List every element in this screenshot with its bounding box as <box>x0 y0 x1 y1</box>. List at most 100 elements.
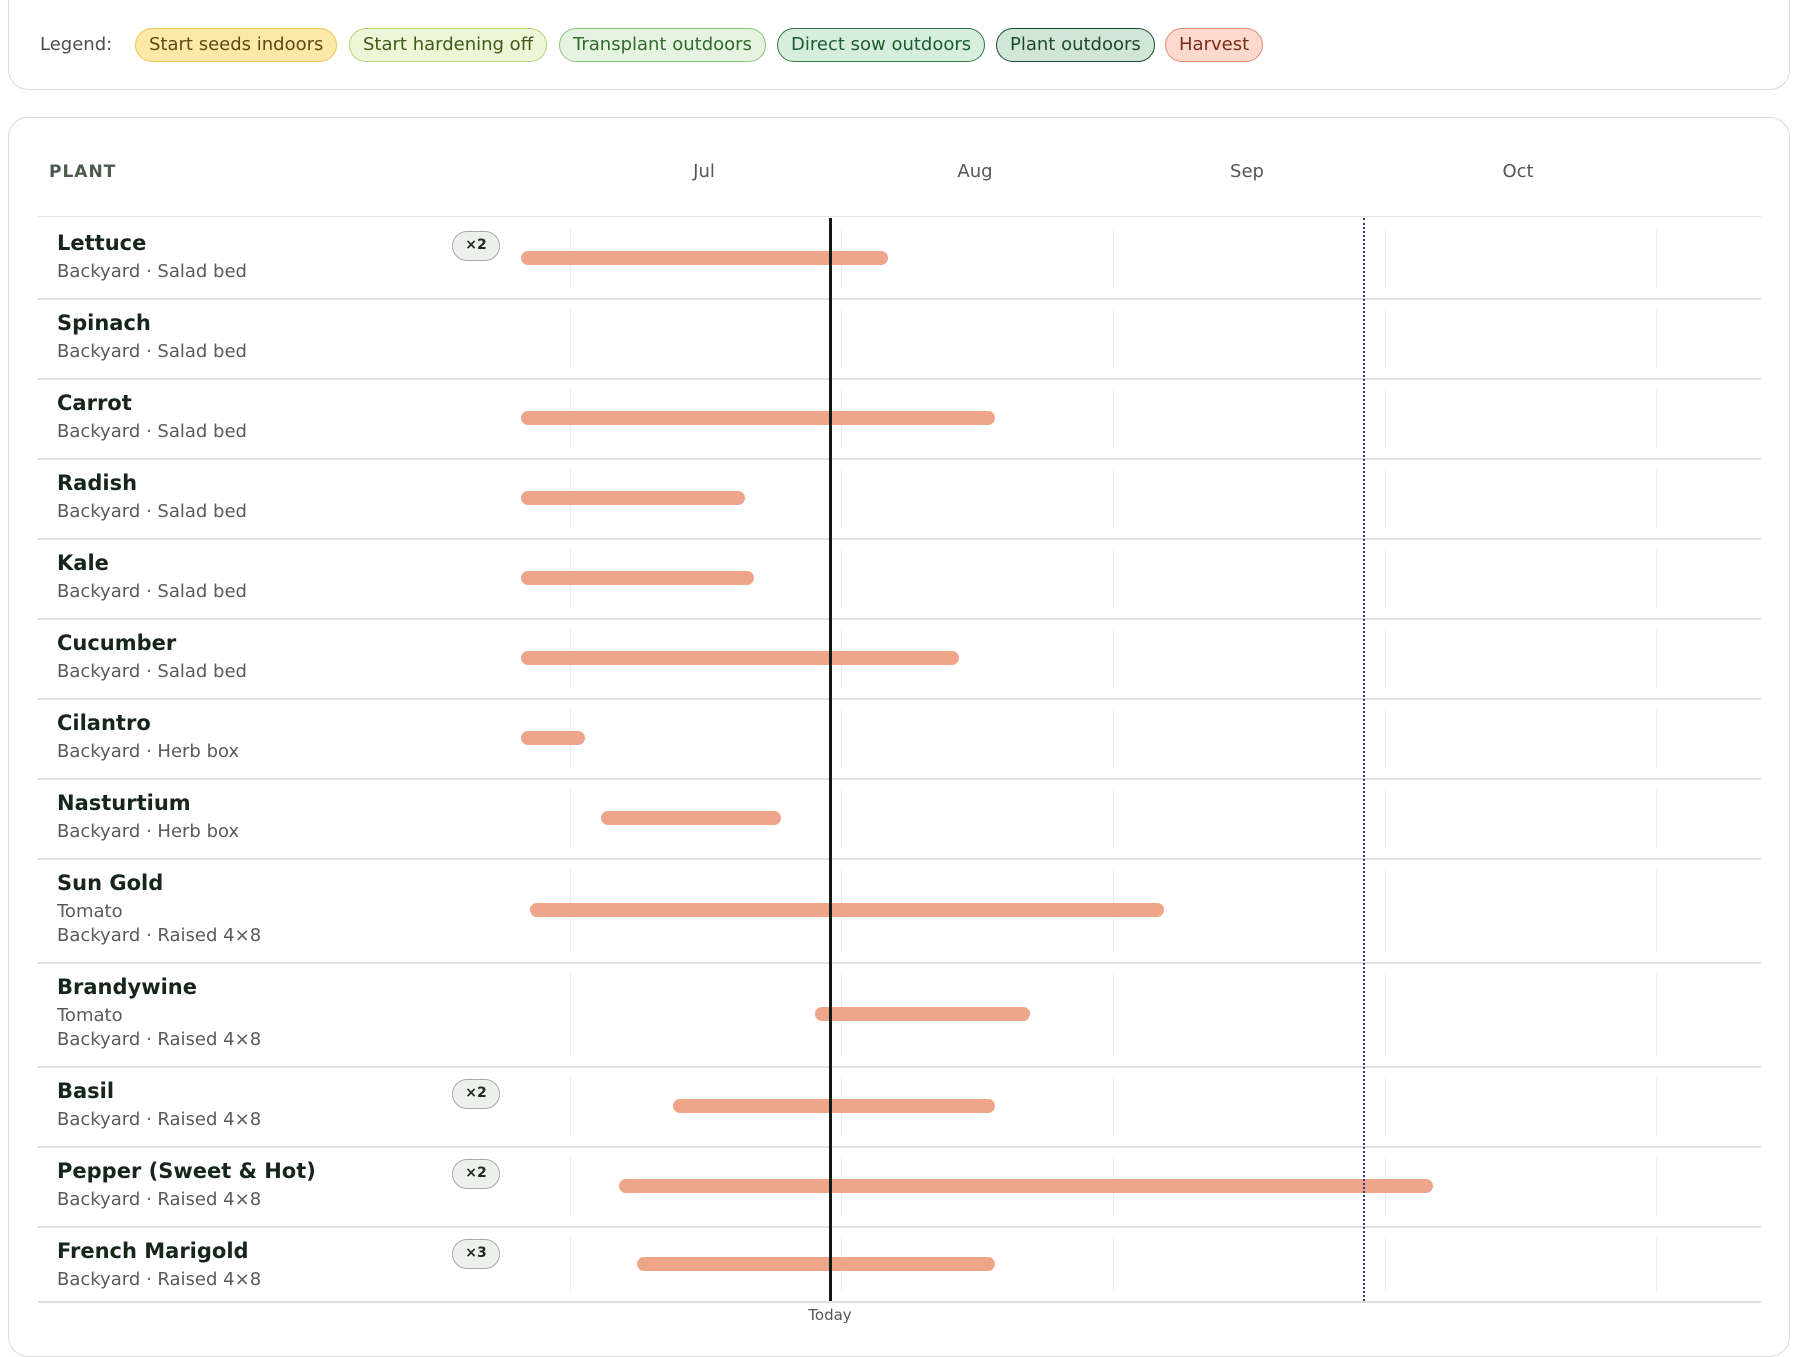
plant-location: Backyard · Herb box <box>57 821 240 842</box>
month-gridline <box>1385 708 1386 768</box>
plant-location: Backyard · Salad bed <box>57 421 247 442</box>
timeline-bottom-divider <box>38 1301 1761 1303</box>
month-gridline <box>1113 228 1114 288</box>
month-gridline <box>1385 788 1386 848</box>
today-line <box>829 218 832 1301</box>
today-label: Today <box>808 1306 852 1324</box>
legend-panel: Legend: Start seeds indoors Start harden… <box>8 0 1790 90</box>
harvest-bar[interactable] <box>521 411 995 425</box>
quantity-badge: ×2 <box>452 1079 500 1109</box>
legend-label: Legend: <box>40 34 113 55</box>
plant-location: Backyard · Raised 4×8 <box>57 1109 262 1130</box>
plant-location: Backyard · Salad bed <box>57 341 247 362</box>
plant-variety: Tomato <box>57 901 123 922</box>
month-gridline <box>1656 1156 1657 1216</box>
row-divider <box>38 378 1761 380</box>
month-gridline <box>1656 308 1657 368</box>
legend-chip-transplant-outdoors[interactable]: Transplant outdoors <box>559 28 766 62</box>
month-gridline <box>1656 1236 1657 1291</box>
harvest-bar[interactable] <box>815 1007 1030 1021</box>
month-gridline <box>1385 868 1386 952</box>
harvest-bar[interactable] <box>521 571 754 585</box>
month-gridline <box>1656 972 1657 1056</box>
month-gridline <box>1113 972 1114 1056</box>
month-gridline <box>1113 548 1114 608</box>
harvest-bar[interactable] <box>637 1257 995 1271</box>
month-gridline <box>1113 628 1114 688</box>
row-divider <box>38 1066 1761 1068</box>
plant-name: Basil <box>57 1079 115 1103</box>
month-label-jul: Jul <box>693 161 715 182</box>
legend-chip-direct-sow-outdoors[interactable]: Direct sow outdoors <box>777 28 986 62</box>
month-gridline <box>1656 468 1657 528</box>
month-gridline <box>1385 1076 1386 1136</box>
month-label-oct: Oct <box>1502 161 1534 182</box>
row-divider <box>38 298 1761 300</box>
quantity-badge: ×2 <box>452 231 500 261</box>
month-gridline <box>1113 1076 1114 1136</box>
month-gridline <box>1113 708 1114 768</box>
plant-location: Backyard · Salad bed <box>57 501 247 522</box>
legend-chip-start-hardening-off[interactable]: Start hardening off <box>349 28 548 62</box>
month-gridline <box>1385 388 1386 448</box>
harvest-bar[interactable] <box>601 811 781 825</box>
row-divider <box>38 962 1761 964</box>
plant-name: Radish <box>57 471 138 495</box>
plant-location: Backyard · Raised 4×8 <box>57 1269 262 1290</box>
row-divider <box>38 698 1761 700</box>
harvest-bar[interactable] <box>521 731 585 745</box>
plant-location: Backyard · Raised 4×8 <box>57 1189 262 1210</box>
plant-location: Backyard · Herb box <box>57 741 240 762</box>
legend-chip-start-seeds-indoors[interactable]: Start seeds indoors <box>135 28 338 62</box>
plant-name: Cilantro <box>57 711 151 735</box>
month-gridline <box>1385 972 1386 1056</box>
month-gridline <box>841 708 842 768</box>
plant-name: Cucumber <box>57 631 177 655</box>
plant-name: Pepper (Sweet & Hot) <box>57 1159 316 1183</box>
plant-name: Nasturtium <box>57 791 191 815</box>
row-divider <box>38 858 1761 860</box>
harvest-bar[interactable] <box>619 1179 1433 1193</box>
plant-location: Backyard · Salad bed <box>57 261 247 282</box>
plant-column-header: PLANT <box>49 162 117 182</box>
month-gridline <box>570 788 571 848</box>
month-gridline <box>841 788 842 848</box>
plant-name: Kale <box>57 551 109 575</box>
month-gridline <box>1385 228 1386 288</box>
month-gridline <box>841 548 842 608</box>
month-gridline <box>1656 388 1657 448</box>
quantity-badge: ×3 <box>452 1239 500 1269</box>
row-divider <box>38 618 1761 620</box>
month-gridline <box>1656 548 1657 608</box>
row-divider <box>38 538 1761 540</box>
harvest-bar[interactable] <box>530 903 1164 917</box>
month-label-aug: Aug <box>957 161 993 182</box>
month-gridline <box>1385 308 1386 368</box>
harvest-bar[interactable] <box>673 1099 995 1113</box>
legend-chip-harvest[interactable]: Harvest <box>1165 28 1264 62</box>
plant-location: Backyard · Raised 4×8 <box>57 1029 262 1050</box>
month-gridline <box>570 1236 571 1291</box>
row-divider <box>38 458 1761 460</box>
plant-name: Sun Gold <box>57 871 164 895</box>
month-gridline <box>1656 628 1657 688</box>
plant-location: Backyard · Salad bed <box>57 581 247 602</box>
month-gridline <box>570 1156 571 1216</box>
harvest-bar[interactable] <box>521 491 745 505</box>
month-gridline <box>1385 1236 1386 1291</box>
plant-name: Lettuce <box>57 231 147 255</box>
header-divider <box>38 216 1761 217</box>
month-gridline <box>1385 548 1386 608</box>
month-gridline <box>1656 228 1657 288</box>
row-divider <box>38 778 1761 780</box>
month-gridline <box>1113 468 1114 528</box>
row-divider <box>38 1146 1761 1148</box>
month-gridline <box>1385 468 1386 528</box>
month-gridline <box>841 468 842 528</box>
plant-location: Backyard · Salad bed <box>57 661 247 682</box>
harvest-bar[interactable] <box>521 651 959 665</box>
harvest-bar[interactable] <box>521 251 888 265</box>
plant-name: Carrot <box>57 391 132 415</box>
month-gridline <box>570 308 571 368</box>
legend-chip-plant-outdoors[interactable]: Plant outdoors <box>996 28 1155 62</box>
